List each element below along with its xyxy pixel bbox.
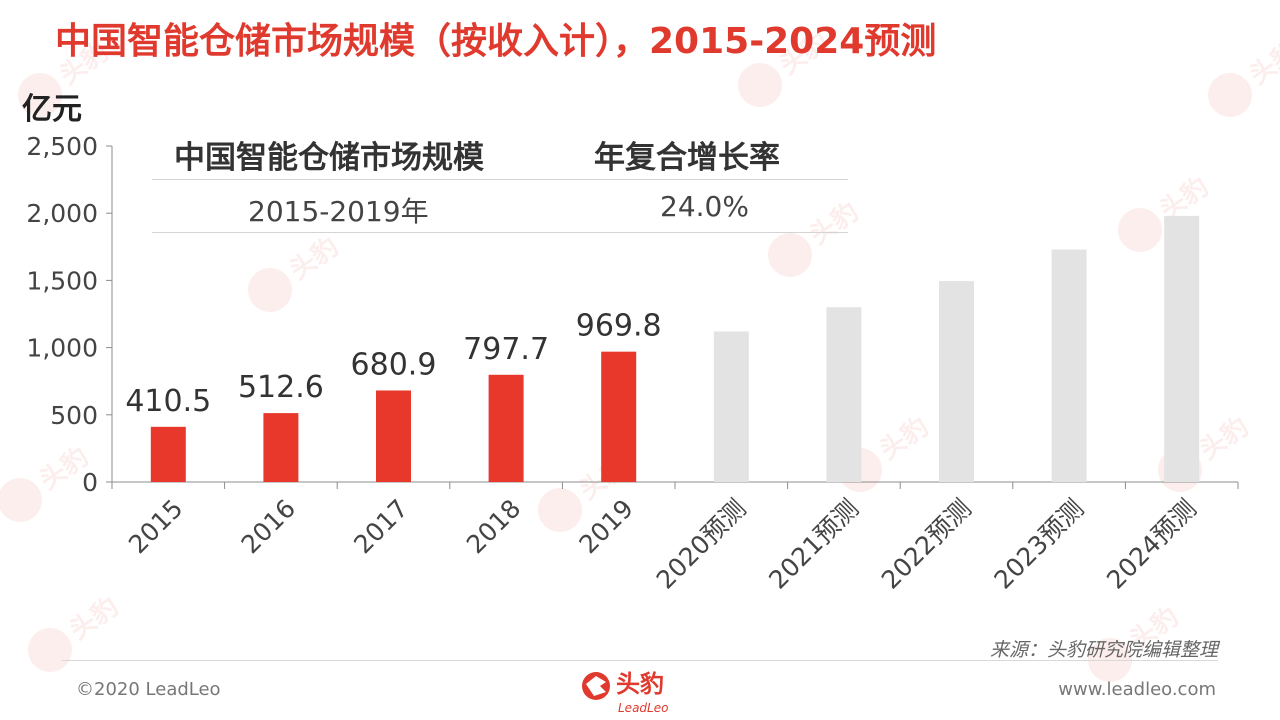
bar-chart: 0 500 1,000 1,500 2,000 2,500 410.5 2015 512.6 20… — [26, 132, 1239, 595]
forecast-bar — [1164, 215, 1200, 482]
cagr-header-market-size: 中国智能仓储市场规模 — [174, 140, 484, 176]
actual-bar — [488, 374, 524, 482]
x-category-label: 2021预测 — [763, 494, 864, 595]
x-category-label: 2020预测 — [651, 494, 752, 595]
source-note: 来源：头豹研究院编辑整理 — [989, 639, 1218, 661]
bar-value-label: 680.9 — [351, 347, 437, 382]
forecast-bar — [826, 307, 862, 482]
cagr-header-growth-rate: 年复合增长率 — [594, 140, 780, 176]
forecast-bar — [1051, 249, 1087, 482]
forecast-bar — [713, 331, 749, 482]
leadleo-logo: 头豹 LeadLeo — [582, 670, 668, 715]
x-category-label: 2019 — [573, 494, 638, 559]
bar-value-label: 512.6 — [238, 370, 324, 405]
y-tick-label: 0 — [82, 468, 98, 497]
forecast-bar — [939, 281, 974, 482]
x-category-label: 2015 — [123, 494, 188, 559]
x-category-label: 2018 — [461, 494, 526, 559]
logo-text-en: LeadLeo — [618, 701, 668, 715]
y-tick-label: 2,500 — [26, 132, 98, 161]
x-category-label: 2023预测 — [988, 494, 1089, 595]
copyright-text: ©2020 LeadLeo — [76, 679, 221, 700]
x-category-label: 2016 — [236, 494, 301, 559]
website-link[interactable]: www.leadleo.com — [1058, 679, 1216, 700]
page-title: 中国智能仓储市场规模（按收入计），2015-2024预测 — [55, 21, 937, 62]
cagr-period: 2015-2019年 — [248, 195, 429, 228]
x-category-label: 2022预测 — [876, 494, 977, 595]
y-tick-label: 500 — [50, 401, 98, 430]
bar-value-label: 797.7 — [463, 332, 549, 367]
actual-bar — [150, 426, 186, 482]
x-category-label: 2017 — [348, 494, 413, 559]
actual-bar — [601, 351, 637, 482]
y-axis-unit-label: 亿元 — [22, 92, 82, 127]
actual-bar — [263, 413, 299, 482]
cagr-divider-top — [152, 179, 848, 180]
actual-bar — [376, 390, 411, 482]
cagr-divider-bottom — [152, 232, 848, 233]
cagr-rate: 24.0% — [660, 190, 749, 223]
y-tick-label: 2,000 — [26, 199, 98, 228]
y-tick-label: 1,500 — [26, 266, 98, 295]
logo-text-cn: 头豹 — [616, 670, 664, 698]
bar-value-label: 410.5 — [125, 384, 211, 419]
y-tick-label: 1,000 — [26, 334, 98, 363]
x-category-label: 2024预测 — [1101, 494, 1202, 595]
footer-divider — [62, 660, 1218, 661]
bar-value-label: 969.8 — [576, 309, 662, 344]
